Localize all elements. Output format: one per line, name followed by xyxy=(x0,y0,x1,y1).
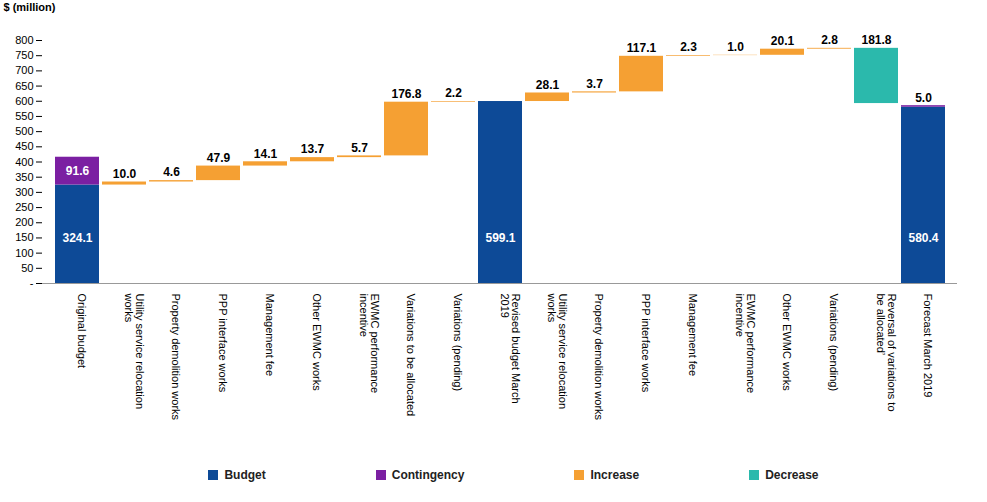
svg-text:50: 50 xyxy=(21,262,33,274)
svg-text:176.8: 176.8 xyxy=(391,87,421,101)
svg-text:5.7: 5.7 xyxy=(351,141,368,155)
svg-text:Variations (pending): Variations (pending) xyxy=(452,294,464,392)
svg-text:150: 150 xyxy=(15,231,33,243)
svg-text:2.8: 2.8 xyxy=(821,33,838,47)
html-text:Budget: Budget xyxy=(224,468,266,482)
svg-text:Management fee: Management fee xyxy=(687,294,699,377)
svg-text:324.1: 324.1 xyxy=(62,231,92,245)
svg-text:2.3: 2.3 xyxy=(680,40,697,54)
svg-text:$ (million): $ (million) xyxy=(4,1,56,13)
svg-text:28.1: 28.1 xyxy=(536,78,560,92)
svg-text:Property demolition works: Property demolition works xyxy=(593,294,605,421)
svg-text:Variations to be allocated: Variations to be allocated xyxy=(405,294,417,417)
svg-text:700: 700 xyxy=(15,64,33,76)
svg-text:650: 650 xyxy=(15,80,33,92)
html-text:Contingency: Contingency xyxy=(391,468,465,482)
svg-text:599.1: 599.1 xyxy=(485,231,515,245)
svg-text:1.0: 1.0 xyxy=(727,40,744,54)
svg-text:2.2: 2.2 xyxy=(445,86,462,100)
svg-text:600: 600 xyxy=(15,95,33,107)
svg-text:14.1: 14.1 xyxy=(254,147,278,161)
svg-text:500: 500 xyxy=(15,125,33,137)
html-text:Decrease: Decrease xyxy=(765,468,819,482)
svg-text:13.7: 13.7 xyxy=(301,142,325,156)
svg-text:Utility service relocationwork: Utility service relocationworks xyxy=(123,293,146,410)
svg-text:EWMC performanceincentive: EWMC performanceincentive xyxy=(734,294,757,394)
svg-text:250: 250 xyxy=(15,201,33,213)
html-text:Increase: Increase xyxy=(590,468,640,482)
svg-text:PPP interface works: PPP interface works xyxy=(217,294,229,393)
svg-text:Variations (pending): Variations (pending) xyxy=(828,294,840,392)
svg-text:10.0: 10.0 xyxy=(113,167,137,181)
svg-text:117.1: 117.1 xyxy=(627,41,657,55)
svg-text:Original budget: Original budget xyxy=(76,294,88,369)
svg-text:3.7: 3.7 xyxy=(586,77,603,91)
svg-text:Forecast March 2019: Forecast March 2019 xyxy=(922,294,934,398)
svg-text:EWMC performanceincentive: EWMC performanceincentive xyxy=(358,294,381,394)
svg-text:550: 550 xyxy=(15,110,33,122)
svg-text:-: - xyxy=(30,277,34,289)
svg-text:300: 300 xyxy=(15,186,33,198)
svg-text:200: 200 xyxy=(15,216,33,228)
svg-text:Management fee: Management fee xyxy=(264,294,276,377)
svg-text:Other EWMC works: Other EWMC works xyxy=(781,294,793,392)
svg-text:PPP interface works: PPP interface works xyxy=(640,294,652,393)
svg-text:181.8: 181.8 xyxy=(861,33,891,47)
svg-text:580.4: 580.4 xyxy=(908,231,938,245)
svg-text:4.6: 4.6 xyxy=(163,165,180,179)
svg-text:91.6: 91.6 xyxy=(66,164,90,178)
svg-text:20.1: 20.1 xyxy=(771,34,795,48)
svg-text:750: 750 xyxy=(15,49,33,61)
svg-text:Other EWMC works: Other EWMC works xyxy=(311,294,323,392)
svg-text:47.9: 47.9 xyxy=(207,151,231,165)
svg-text:Utility service relocationwork: Utility service relocationworks xyxy=(546,293,569,410)
svg-text:450: 450 xyxy=(15,140,33,152)
svg-text:5.0: 5.0 xyxy=(915,91,932,105)
svg-text:350: 350 xyxy=(15,171,33,183)
svg-text:Reversal of variations tobe al: Reversal of variations tobe allocated’ xyxy=(875,294,898,412)
svg-text:Property demolition works: Property demolition works xyxy=(170,294,182,421)
svg-text:Revised budget March2019: Revised budget March2019 xyxy=(499,294,522,404)
svg-text:400: 400 xyxy=(15,156,33,168)
svg-text:100: 100 xyxy=(15,247,33,259)
svg-text:800: 800 xyxy=(15,34,33,46)
